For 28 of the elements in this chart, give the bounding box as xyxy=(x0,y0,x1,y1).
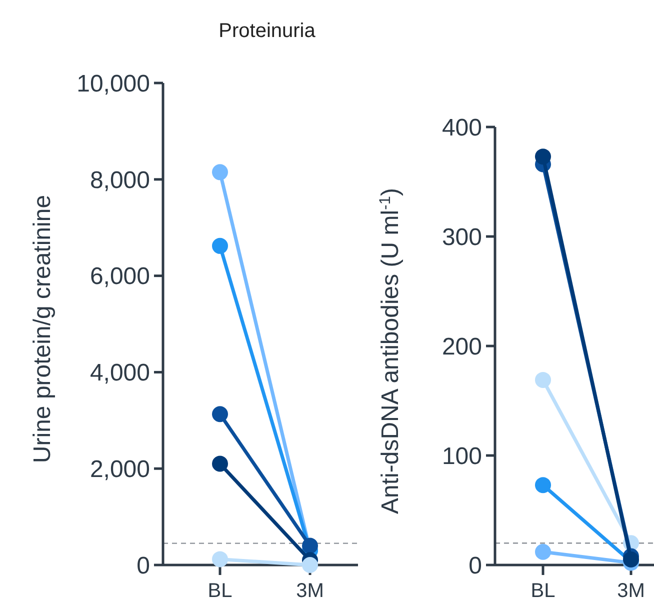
y-tick-label: 200 xyxy=(442,333,482,360)
point xyxy=(535,372,551,388)
point xyxy=(535,544,551,560)
point xyxy=(302,557,318,573)
x-tick-label: 3M xyxy=(296,580,324,602)
x-tick-label: 3M xyxy=(617,580,645,602)
chart-title: Proteinuria xyxy=(218,20,316,42)
y-tick-label: 10,000 xyxy=(76,70,150,98)
y-axis-title: Urine protein/g creatinine xyxy=(29,194,56,464)
y-tick-label: 8,000 xyxy=(90,166,150,194)
y-tick-label: 400 xyxy=(442,114,482,142)
x-tick-label: BL xyxy=(208,580,232,602)
point xyxy=(212,456,228,472)
point xyxy=(212,238,228,254)
point xyxy=(212,406,228,422)
y-tick-label: 4,000 xyxy=(90,360,150,387)
y-tick-label: 100 xyxy=(442,442,482,470)
y-tick-label: 0 xyxy=(468,552,482,580)
x-tick-label: BL xyxy=(530,580,556,602)
y-tick-label: 300 xyxy=(442,224,482,251)
point xyxy=(212,164,228,180)
y-tick-label: 2,000 xyxy=(90,456,150,483)
y-tick-label: 0 xyxy=(136,552,150,580)
point xyxy=(302,538,318,554)
point xyxy=(212,551,228,568)
y-tick-label: 6,000 xyxy=(90,263,150,290)
point xyxy=(535,477,551,494)
point xyxy=(535,148,551,165)
